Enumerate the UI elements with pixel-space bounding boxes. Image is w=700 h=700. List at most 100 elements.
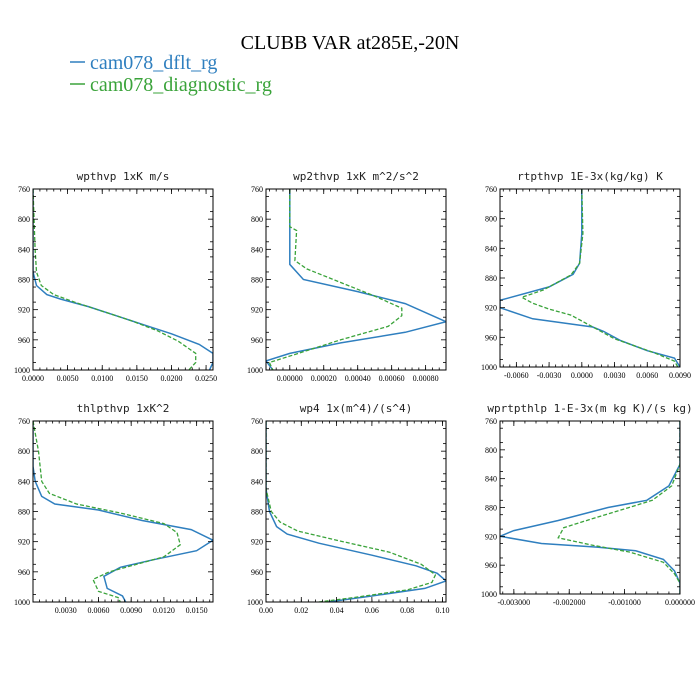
y-tick-label: 880 [485, 274, 497, 283]
plot-frame [32, 188, 214, 371]
y-tick-label: 1000 [247, 366, 263, 375]
y-tick-label: 840 [18, 245, 30, 254]
legend-label-dflt: cam078_dflt_rg [90, 52, 217, 74]
y-tick-label: 760 [251, 185, 263, 194]
series-line-diagnostic [520, 189, 679, 367]
y-tick-label: 960 [251, 336, 263, 345]
y-tick-label: 880 [251, 276, 263, 285]
y-tick-label: 800 [485, 446, 497, 455]
panels: wpthvp 1xK m/s76080084088092096010000.00… [14, 170, 695, 615]
y-tick-label: 1000 [247, 598, 263, 607]
x-tick-label: -0.003000 [498, 598, 531, 607]
x-tick-label: 0.0250 [195, 374, 217, 383]
x-tick-label: 0.0150 [186, 606, 208, 615]
x-tick-label: 0.0030 [604, 371, 626, 380]
y-tick-label: 880 [485, 504, 497, 513]
series-line-dflt [500, 421, 680, 594]
x-tick-label: 0.0090 [120, 606, 142, 615]
y-tick-label: 840 [18, 477, 30, 486]
y-tick-label: 800 [251, 447, 263, 456]
x-tick-label: 0.0200 [160, 374, 182, 383]
series-line-diagnostic [33, 421, 182, 602]
chart-panel: wprtpthlp 1-E-3x(m kg K)/(s kg) 760 800 840… [481, 402, 695, 607]
panel-title: wpthvp 1xK m/s [77, 170, 170, 183]
x-tick-label: 0.10 [435, 606, 449, 615]
x-tick-label: -0.001000 [608, 598, 641, 607]
y-tick-label: 960 [18, 336, 30, 345]
y-tick-label: 760 [18, 185, 30, 194]
y-tick-label: 880 [251, 508, 263, 517]
plot-frame [32, 420, 214, 603]
x-tick-label: 0.00060 [379, 374, 405, 383]
x-tick-label: 0.0000 [571, 371, 593, 380]
x-tick-label: 0.0060 [636, 371, 658, 380]
x-tick-label: 0.00020 [311, 374, 337, 383]
plot-frame [499, 188, 681, 368]
series-line-dflt [33, 421, 213, 602]
series-line-dflt [266, 421, 446, 602]
x-tick-label: -0.0060 [504, 371, 529, 380]
x-tick-label: 0.00000 [277, 374, 303, 383]
panel-title: wp4 1x(m^4)/(s^4) [300, 402, 413, 415]
x-tick-label: 0.00 [259, 606, 273, 615]
y-tick-label: 920 [485, 532, 497, 541]
y-tick-label: 1000 [481, 363, 497, 372]
x-tick-label: 0.0050 [57, 374, 79, 383]
y-tick-label: 800 [485, 215, 497, 224]
y-tick-label: 960 [485, 333, 497, 342]
y-tick-label: 920 [18, 306, 30, 315]
chart-panel: wpthvp 1xK m/s76080084088092096010000.00… [14, 170, 217, 383]
chart-panel: rtpthvp 1E-3x(kg/kg) K 760 800 840 880 920 960… [481, 170, 691, 380]
panel-title: thlpthvp 1xK^2 [77, 402, 170, 415]
figure-title: CLUBB VAR at285E,-20N [241, 32, 460, 54]
x-tick-label: 0.08 [400, 606, 414, 615]
y-tick-label: 840 [485, 244, 497, 253]
x-tick-label: 0.02 [294, 606, 308, 615]
x-tick-label: 0.0150 [126, 374, 148, 383]
x-tick-label: 0.00080 [413, 374, 439, 383]
chart-panel: thlpthvp 1xK^2 760 800 840 880 920 960 1000 0.00… [14, 402, 214, 615]
y-tick-label: 960 [251, 568, 263, 577]
x-tick-label: 0.000000 [665, 598, 695, 607]
x-tick-label: 0.0120 [153, 606, 175, 615]
x-tick-label: 0.0060 [87, 606, 109, 615]
legend: cam078_dflt_rg cam078_diagnostic_rg [70, 52, 272, 96]
series-line-diagnostic [557, 421, 680, 594]
y-tick-label: 1000 [481, 590, 497, 599]
x-tick-label: 0.0090 [669, 371, 691, 380]
x-tick-label: -0.0030 [537, 371, 562, 380]
x-tick-label: 0.0030 [55, 606, 77, 615]
y-tick-label: 960 [18, 568, 30, 577]
plot-frame [265, 420, 447, 603]
y-tick-label: 840 [251, 245, 263, 254]
y-tick-label: 840 [251, 477, 263, 486]
series-line-dflt [500, 189, 680, 367]
y-tick-label: 920 [485, 304, 497, 313]
y-tick-label: 800 [18, 215, 30, 224]
y-tick-label: 760 [485, 417, 497, 426]
series-line-diagnostic [266, 421, 437, 602]
y-tick-label: 920 [18, 538, 30, 547]
y-tick-label: 840 [485, 475, 497, 484]
y-tick-label: 1000 [14, 598, 30, 607]
y-tick-label: 800 [18, 447, 30, 456]
x-tick-label: -0.002000 [553, 598, 586, 607]
x-tick-label: 0.0000 [22, 374, 44, 383]
y-tick-label: 760 [485, 185, 497, 194]
chart-panel: wp2thvp 1xK m^2/s^2 760 800 840 880 920 960 100… [247, 170, 447, 383]
series-line-dflt [266, 189, 446, 370]
y-tick-label: 800 [251, 215, 263, 224]
y-tick-label: 920 [251, 306, 263, 315]
panel-title: wprtpthlp 1-E-3x(m kg K)/(s kg) [487, 402, 692, 415]
y-tick-label: 760 [18, 417, 30, 426]
y-tick-label: 1000 [14, 366, 30, 375]
series-line-dflt [33, 189, 213, 370]
panel-title: rtpthvp 1E-3x(kg/kg) K [517, 170, 663, 183]
y-tick-label: 960 [485, 561, 497, 570]
y-tick-label: 880 [18, 276, 30, 285]
legend-label-diagnostic: cam078_diagnostic_rg [90, 74, 272, 96]
x-tick-label: 0.06 [365, 606, 379, 615]
series-line-diagnostic [33, 189, 197, 370]
x-tick-label: 0.00040 [345, 374, 371, 383]
